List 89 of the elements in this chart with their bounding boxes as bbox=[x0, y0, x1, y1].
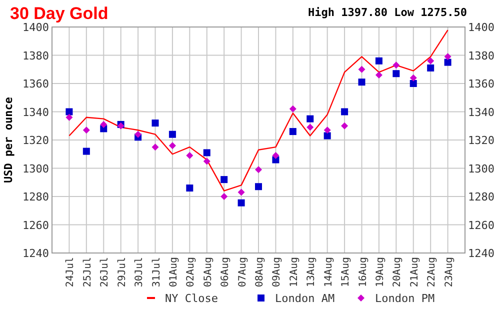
y-tick-label: 1280 bbox=[22, 190, 49, 204]
x-tick-label: 29Jul bbox=[116, 257, 128, 288]
x-tick-label: 24Jul bbox=[65, 257, 76, 288]
point bbox=[444, 53, 452, 60]
y-tick-label: 1360 bbox=[22, 78, 49, 90]
point bbox=[152, 144, 159, 151]
point bbox=[306, 115, 314, 122]
y2-tick-label: 1340 bbox=[468, 106, 494, 119]
point bbox=[82, 126, 90, 134]
x-tick-label: 06Aug bbox=[220, 257, 232, 288]
x-tick-label: 31Jul bbox=[151, 257, 162, 288]
x-tick-label: 26Jul bbox=[100, 257, 111, 288]
point bbox=[255, 166, 262, 174]
x-tick-label: 25Jul bbox=[82, 257, 94, 288]
y-tick-label: 1300 bbox=[22, 162, 49, 176]
point bbox=[238, 199, 245, 206]
point bbox=[324, 132, 331, 140]
point bbox=[358, 66, 366, 73]
point bbox=[375, 72, 382, 79]
point bbox=[66, 114, 73, 121]
point bbox=[358, 78, 366, 86]
point bbox=[168, 142, 176, 150]
point bbox=[66, 108, 73, 116]
point bbox=[427, 64, 434, 72]
point bbox=[392, 62, 400, 69]
point bbox=[306, 124, 314, 131]
point bbox=[134, 130, 142, 138]
point bbox=[152, 120, 159, 127]
y2-tick-label: 1300 bbox=[468, 162, 494, 176]
point bbox=[186, 152, 194, 160]
y-tick-label: 1240 bbox=[22, 247, 49, 260]
point bbox=[341, 122, 348, 130]
point bbox=[427, 57, 434, 64]
y2-tick-label: 1380 bbox=[468, 49, 494, 62]
legend-label: London PM bbox=[375, 292, 435, 305]
chart-subtitle: High 1397.80 Low 1275.50 bbox=[308, 6, 467, 19]
y2-tick-label: 1280 bbox=[468, 190, 494, 204]
point bbox=[203, 158, 210, 165]
x-tick-label: 12Aug bbox=[288, 257, 300, 288]
point bbox=[255, 183, 262, 190]
x-tick-label: 19Aug bbox=[374, 257, 386, 288]
x-tick-label: 07Aug bbox=[237, 257, 248, 288]
legend-label: NY Close bbox=[165, 292, 218, 305]
x-tick-label: 15Aug bbox=[340, 257, 352, 288]
point bbox=[444, 58, 452, 66]
point bbox=[186, 184, 194, 192]
y-tick-label: 1380 bbox=[22, 49, 49, 62]
y-tick-label: 1400 bbox=[22, 21, 49, 34]
point bbox=[220, 176, 228, 184]
point bbox=[289, 105, 296, 112]
y2-tick-label: 1320 bbox=[468, 134, 494, 147]
y-tick-label: 1320 bbox=[22, 134, 49, 147]
y2-tick-label: 1400 bbox=[468, 21, 494, 34]
point bbox=[203, 149, 210, 156]
point bbox=[410, 74, 417, 82]
point bbox=[289, 128, 296, 136]
x-tick-label: 05Aug bbox=[202, 257, 214, 288]
chart-title: 30 Day Gold bbox=[10, 4, 108, 23]
x-tick-label: 21Aug bbox=[409, 257, 420, 288]
x-tick-label: 20Aug bbox=[392, 257, 404, 288]
y-tick-label: 1340 bbox=[22, 106, 49, 119]
point bbox=[82, 148, 90, 155]
x-tick-label: 23Aug bbox=[444, 257, 455, 288]
point bbox=[392, 70, 400, 78]
x-tick-label: 16Aug bbox=[358, 257, 369, 288]
point bbox=[410, 80, 417, 87]
point bbox=[168, 130, 176, 138]
y2-tick-label: 1360 bbox=[468, 78, 494, 90]
point bbox=[272, 152, 280, 160]
point bbox=[238, 188, 245, 196]
x-tick-label: 30Jul bbox=[134, 257, 146, 288]
x-tick-label: 08Aug bbox=[254, 257, 266, 288]
y-tick-label: 1260 bbox=[22, 218, 49, 232]
point bbox=[100, 120, 108, 128]
point bbox=[341, 108, 348, 116]
legend-label: London AM bbox=[275, 292, 335, 305]
y-axis-title: USD per ounce bbox=[2, 96, 15, 184]
line-series bbox=[68, 30, 448, 192]
point bbox=[220, 193, 228, 200]
x-tick-label: 13Aug bbox=[306, 257, 318, 288]
x-tick-label: 14Aug bbox=[323, 257, 334, 288]
x-tick-label: 09Aug bbox=[272, 257, 283, 288]
point bbox=[324, 126, 331, 134]
x-tick-label: 02Aug bbox=[186, 257, 197, 288]
y2-tick-label: 1240 bbox=[468, 247, 494, 260]
x-tick-label: 01Aug bbox=[168, 257, 180, 288]
x-tick-label: 22Aug bbox=[426, 257, 438, 288]
y2-tick-label: 1260 bbox=[468, 218, 494, 232]
point bbox=[375, 57, 382, 64]
